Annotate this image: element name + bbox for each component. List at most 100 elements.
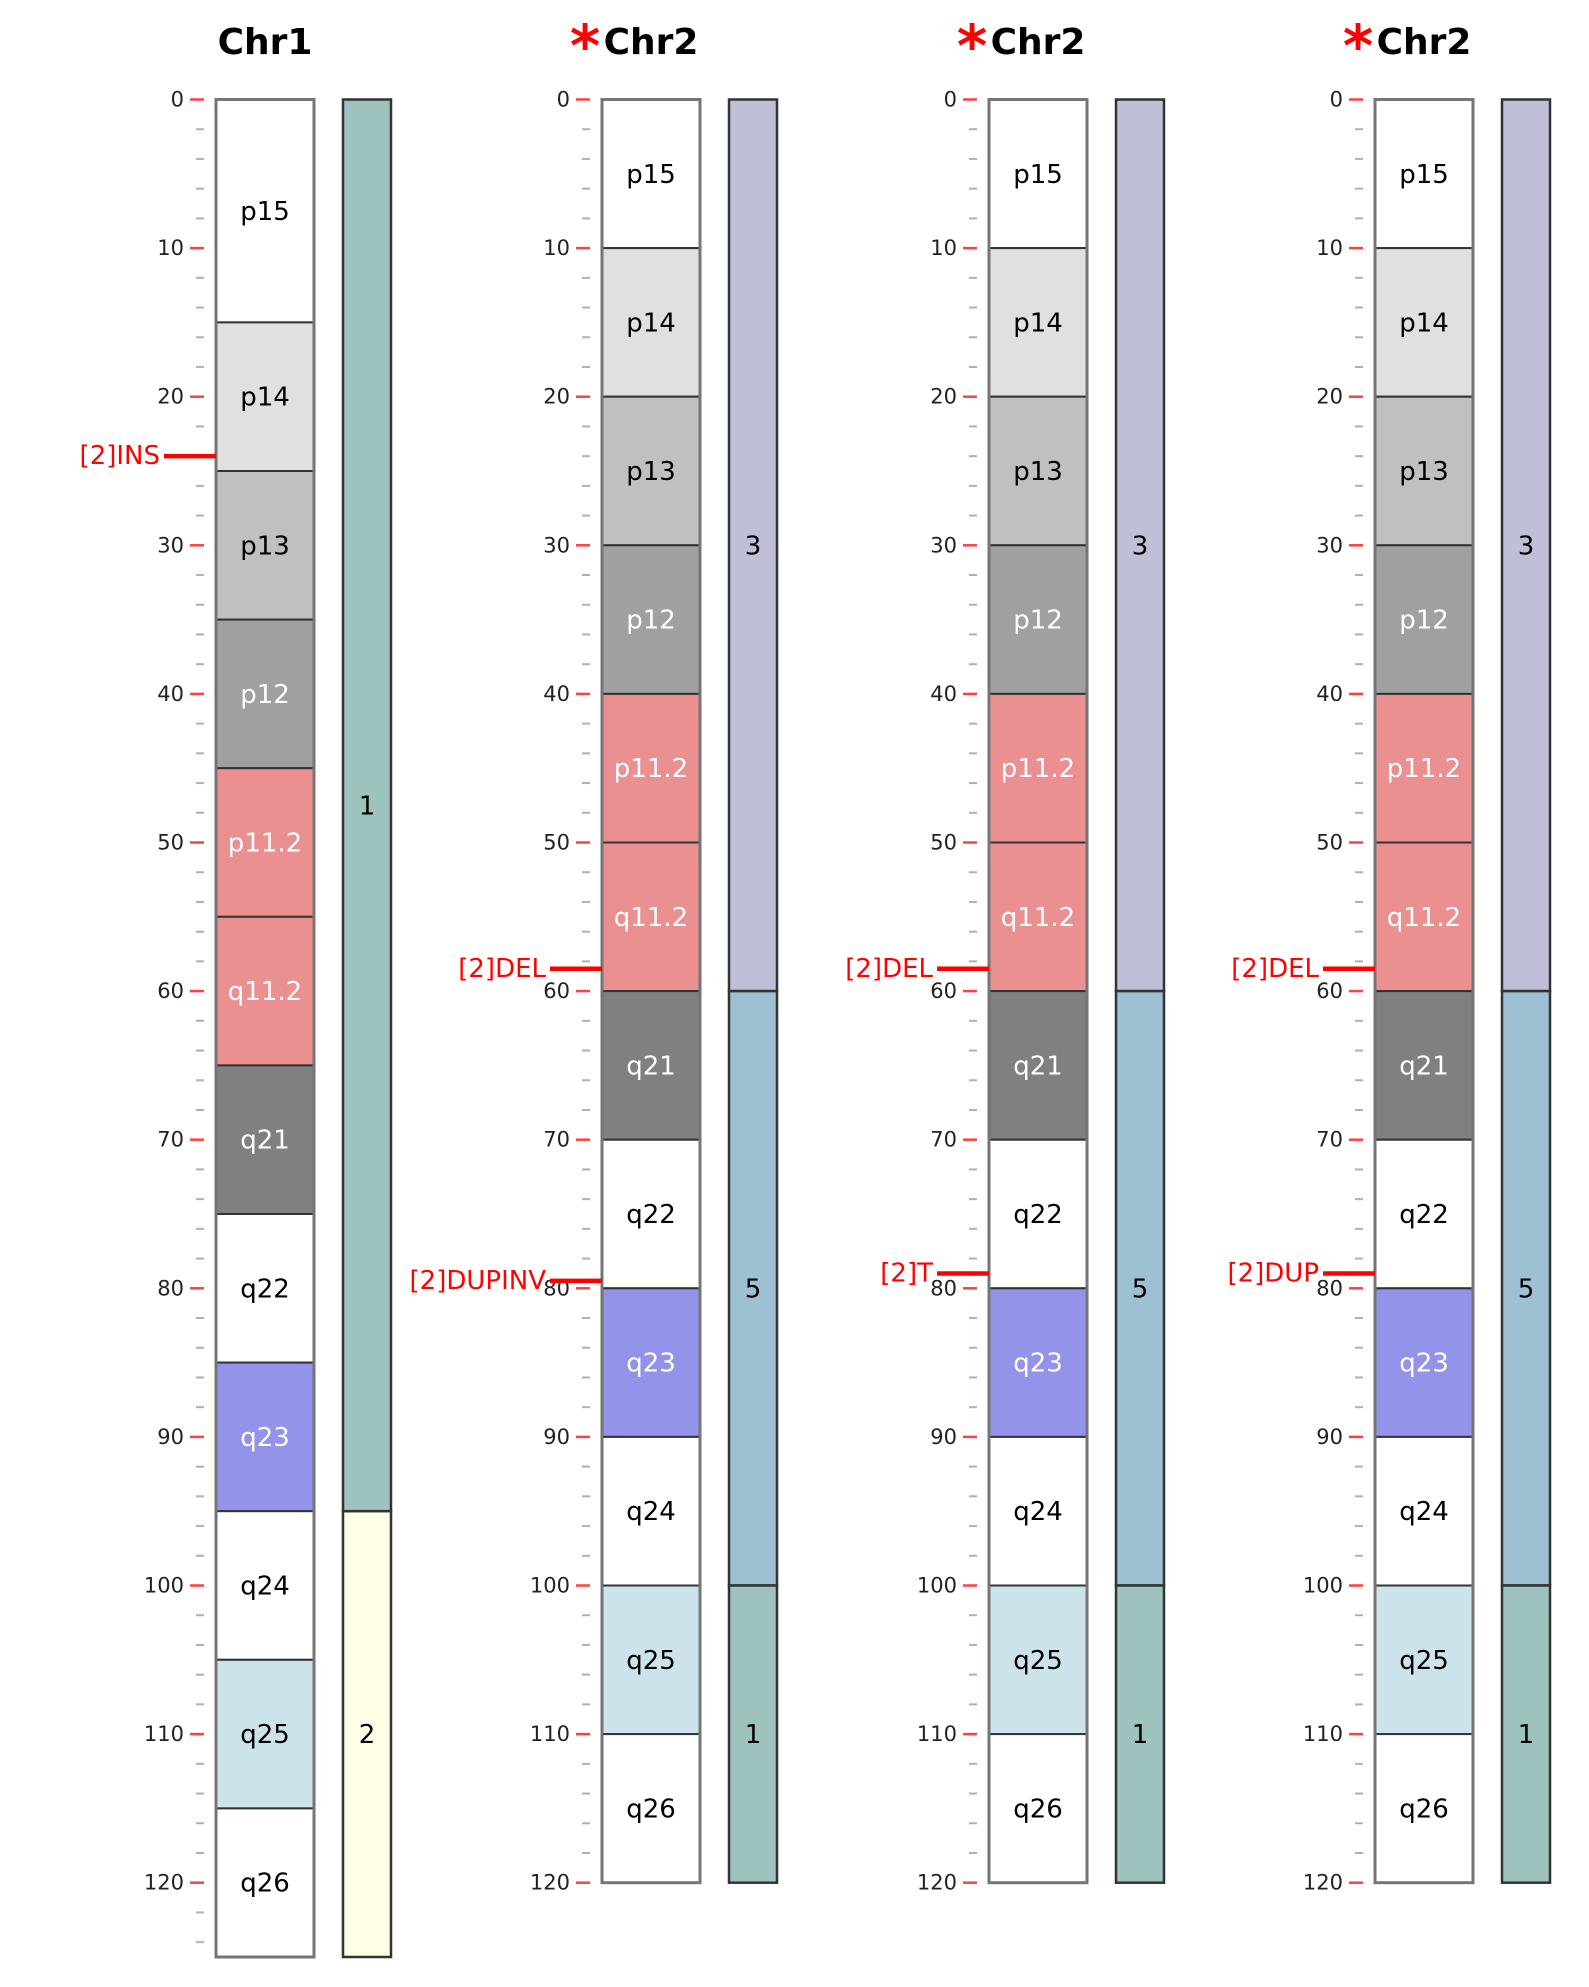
axis-tick-label: 120 [917, 1871, 957, 1895]
sv-marker-label: [2]DUPINV [410, 1266, 547, 1296]
band-label: p13 [240, 531, 290, 561]
band-label: q26 [1399, 1794, 1449, 1824]
axis-tick-label: 80 [1316, 1276, 1343, 1300]
axis-tick-label: 20 [1316, 385, 1343, 409]
band-label: q21 [1399, 1051, 1449, 1081]
chromosome-outline [214, 98, 316, 1959]
band-label: q26 [626, 1794, 676, 1824]
band-label: q22 [1013, 1200, 1063, 1230]
axis-tick-label: 60 [157, 979, 184, 1003]
segment-label: 5 [1518, 1274, 1535, 1304]
band-label: q24 [626, 1497, 676, 1527]
band-label: p11.2 [1387, 754, 1461, 784]
band-q11-2 [215, 915, 315, 1067]
axis-tick-label: 0 [1330, 88, 1343, 112]
band-q23 [988, 1287, 1088, 1438]
band-label: p15 [626, 160, 676, 190]
band-label: q22 [1399, 1200, 1449, 1230]
chromosome-column: Chr2*0102030405060708090100110120p15p14p… [410, 12, 779, 1895]
band-q23 [601, 1287, 701, 1438]
axis-tick-label: 30 [543, 533, 570, 557]
axis-tick-label: 100 [1303, 1574, 1343, 1598]
axis-tick-label: 120 [1303, 1871, 1343, 1895]
band-p12 [1374, 544, 1474, 695]
axis-tick-label: 30 [157, 533, 184, 557]
segment-label: 3 [745, 531, 762, 561]
band-label: p15 [1399, 160, 1449, 190]
band-label: q25 [240, 1720, 290, 1750]
band-q24 [215, 1510, 315, 1661]
band-label: p11.2 [614, 754, 688, 784]
segment-label: 1 [745, 1720, 762, 1750]
band-q26 [215, 1807, 315, 1959]
segment-label: 5 [745, 1274, 762, 1304]
band-label: p13 [626, 457, 676, 487]
axis-tick-label: 100 [530, 1574, 570, 1598]
segment-label: 2 [359, 1720, 376, 1750]
segment-block [1114, 1584, 1166, 1884]
axis-tick-label: 40 [930, 682, 957, 706]
band-label: q22 [240, 1274, 290, 1304]
band-label: p14 [1013, 308, 1063, 338]
band-label: p15 [1013, 160, 1063, 190]
band-label: q11.2 [1001, 903, 1075, 933]
segment-block [341, 1509, 393, 1959]
band-p12 [601, 544, 701, 695]
axis-tick-label: 70 [1316, 1128, 1343, 1152]
band-label: q23 [1399, 1349, 1449, 1379]
band-label: q21 [1013, 1051, 1063, 1081]
segment-label: 3 [1518, 531, 1535, 561]
band-label: q21 [626, 1051, 676, 1081]
band-label: p13 [1399, 457, 1449, 487]
axis-tick-label: 60 [1316, 979, 1343, 1003]
band-q22 [215, 1213, 315, 1364]
axis-tick-label: 90 [1316, 1425, 1343, 1449]
axis-tick-label: 80 [930, 1276, 957, 1300]
star-icon: * [957, 12, 987, 80]
sv-marker-label: [2]DEL [1231, 954, 1319, 984]
segment-label: 5 [1132, 1274, 1149, 1304]
chromosome-outline [600, 98, 702, 1885]
axis-tick-label: 20 [157, 385, 184, 409]
axis-tick-label: 10 [543, 236, 570, 260]
axis-tick-label: 80 [157, 1276, 184, 1300]
axis-tick-label: 10 [1316, 236, 1343, 260]
axis-tick-label: 110 [530, 1722, 570, 1746]
sv-marker-label: [2]T [880, 1258, 933, 1288]
segment-block [341, 98, 393, 1513]
sv-marker-label: [2]DEL [845, 954, 933, 984]
axis-tick-label: 110 [917, 1722, 957, 1746]
axis-tick-label: 50 [157, 831, 184, 855]
star-icon: * [570, 12, 600, 80]
segment-block [1114, 989, 1166, 1587]
band-p15 [215, 98, 315, 324]
axis-tick-label: 100 [144, 1574, 184, 1598]
segment-block [727, 1584, 779, 1884]
sv-marker-label: [2]DUP [1227, 1258, 1319, 1288]
band-label: p14 [240, 383, 290, 413]
axis-tick-label: 100 [917, 1574, 957, 1598]
axis-tick-label: 0 [557, 88, 570, 112]
chromosome-column: Chr2*0102030405060708090100110120p15p14p… [1227, 12, 1552, 1895]
segment-block [1500, 1584, 1552, 1884]
band-p13 [988, 395, 1088, 547]
axis-tick-label: 120 [144, 1871, 184, 1895]
chromosome-outline [1373, 98, 1475, 1885]
segment-block [727, 98, 779, 993]
band-q25 [1374, 1584, 1474, 1736]
axis-tick-label: 10 [930, 236, 957, 260]
band-label: q23 [240, 1423, 290, 1453]
chromosome-title: Chr2 [1377, 22, 1472, 63]
band-label: q23 [1013, 1349, 1063, 1379]
segment-label: 1 [359, 791, 376, 821]
band-q26 [988, 1733, 1088, 1884]
segment-block [1500, 989, 1552, 1587]
band-label: q11.2 [228, 977, 302, 1007]
band-label: q25 [1399, 1646, 1449, 1676]
band-label: q24 [1013, 1497, 1063, 1527]
chromosome-column: Chr2*0102030405060708090100110120p15p14p… [845, 12, 1166, 1895]
band-q11-2 [988, 841, 1088, 993]
band-q21 [988, 990, 1088, 1141]
band-p12 [215, 618, 315, 770]
band-p11-2 [1374, 692, 1474, 844]
